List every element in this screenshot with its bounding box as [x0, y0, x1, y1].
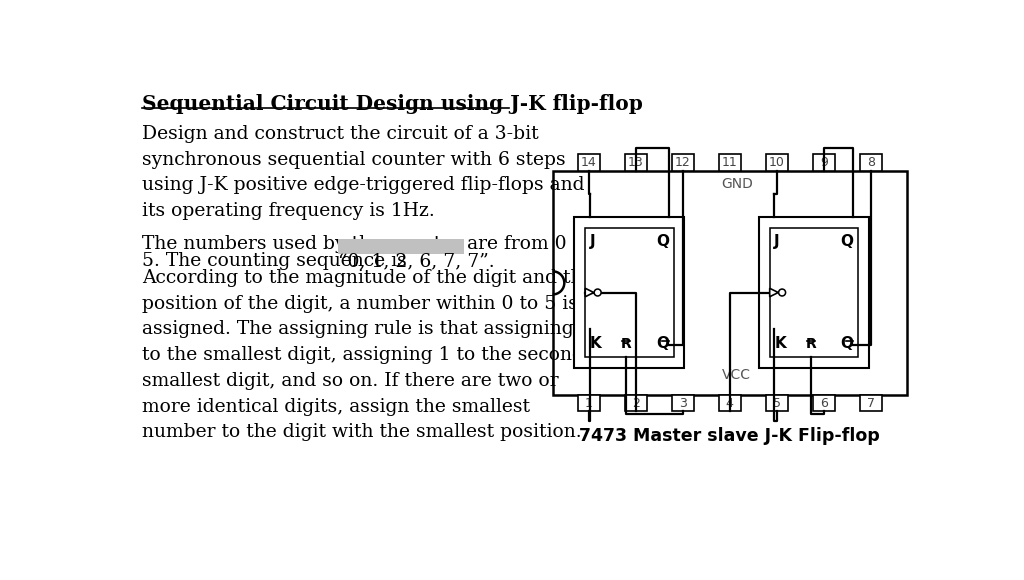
Text: K: K: [590, 336, 602, 351]
Text: 13: 13: [628, 156, 644, 169]
Bar: [578, 394, 600, 411]
Bar: [578, 154, 600, 171]
Bar: [766, 394, 787, 411]
Bar: [625, 394, 647, 411]
Text: 1: 1: [585, 397, 593, 409]
Text: 3: 3: [679, 397, 687, 409]
Bar: [770, 228, 858, 357]
Bar: [574, 218, 684, 368]
Bar: [813, 154, 835, 171]
Text: Design and construct the circuit of a 3-bit
synchronous sequential counter with : Design and construct the circuit of a 3-…: [142, 125, 585, 220]
Text: VCC: VCC: [722, 368, 752, 382]
Text: 7: 7: [866, 397, 874, 409]
Text: Sequential Circuit Design using J-K flip-flop: Sequential Circuit Design using J-K flip…: [142, 94, 643, 114]
Text: 5. The counting sequence is: 5. The counting sequence is: [142, 252, 413, 270]
Polygon shape: [586, 288, 594, 297]
Text: Q: Q: [656, 336, 669, 351]
Text: 5: 5: [773, 397, 780, 409]
Text: The numbers used by the counter are from 0 to: The numbers used by the counter are from…: [142, 235, 591, 253]
Text: 8: 8: [866, 156, 874, 169]
Text: 11: 11: [722, 156, 737, 169]
Polygon shape: [770, 288, 778, 297]
Text: 9: 9: [820, 156, 827, 169]
Bar: [338, 239, 464, 253]
Bar: [759, 218, 869, 368]
Bar: [672, 394, 693, 411]
Text: Q: Q: [656, 234, 669, 249]
Bar: [625, 154, 647, 171]
Text: “0, 1, 2, 6, 7, 7”.: “0, 1, 2, 6, 7, 7”.: [338, 252, 495, 270]
Text: 12: 12: [675, 156, 690, 169]
Text: R: R: [621, 336, 632, 351]
Bar: [586, 228, 674, 357]
Text: 2: 2: [632, 397, 640, 409]
Bar: [672, 154, 693, 171]
Text: J: J: [774, 234, 780, 249]
Text: J: J: [590, 234, 596, 249]
Text: Q: Q: [841, 234, 853, 249]
Bar: [719, 394, 740, 411]
Text: 6: 6: [820, 397, 827, 409]
Text: According to the magnitude of the digit and the
position of the digit, a number : According to the magnitude of the digit …: [142, 269, 594, 441]
Text: 4: 4: [726, 397, 734, 409]
Bar: [553, 171, 907, 394]
Bar: [813, 394, 835, 411]
Circle shape: [594, 289, 601, 296]
Circle shape: [778, 289, 785, 296]
Text: 14: 14: [581, 156, 597, 169]
Text: R: R: [806, 336, 816, 351]
Text: Q: Q: [841, 336, 853, 351]
Bar: [860, 394, 882, 411]
Text: K: K: [774, 336, 786, 351]
Text: 10: 10: [769, 156, 784, 169]
Bar: [766, 154, 787, 171]
Bar: [860, 154, 882, 171]
Bar: [719, 154, 740, 171]
Text: 7473 Master slave J-K Flip-flop: 7473 Master slave J-K Flip-flop: [580, 427, 881, 445]
Text: GND: GND: [721, 176, 753, 191]
